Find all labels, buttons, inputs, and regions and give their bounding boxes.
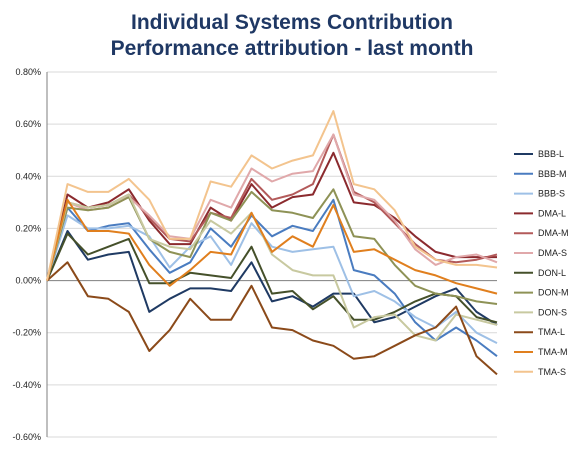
series-line-bbb-l <box>46 230 498 326</box>
legend-label: BBB-S <box>538 189 565 199</box>
y-tick-label: 0.80% <box>15 67 41 77</box>
y-tick-label: 0.00% <box>15 276 41 286</box>
legend-label: TMA-S <box>538 367 566 377</box>
series-line-bbb-m <box>46 198 498 357</box>
chart-subtitle: Performance attribution - last month <box>110 37 474 60</box>
legend-label: BBB-L <box>538 149 564 159</box>
y-tick-label: 0.40% <box>15 171 41 181</box>
series-line-tma-s <box>46 110 498 281</box>
series-line-don-m <box>46 188 498 305</box>
series-line-bbb-s <box>46 214 498 344</box>
y-tick-label: 0.20% <box>15 223 41 233</box>
y-tick-label: 0.60% <box>15 119 41 129</box>
y-tick-label: -0.20% <box>12 328 41 338</box>
legend-label: DMA-M <box>538 228 569 238</box>
series-line-don-l <box>46 232 498 324</box>
chart-title: Individual Systems Contribution <box>130 11 454 34</box>
legend-label: DON-M <box>538 288 569 298</box>
series-line-dma-l <box>46 151 497 281</box>
series-line-tma-m <box>46 198 498 295</box>
legend-label: DMA-S <box>538 248 567 258</box>
legend-label: DMA-L <box>538 208 566 218</box>
legend-label: DON-L <box>538 268 566 278</box>
legend-label: TMA-M <box>538 347 568 357</box>
legend-label: DON-S <box>538 307 567 317</box>
y-tick-label: -0.60% <box>12 432 41 442</box>
series-line-tma-l <box>46 261 498 376</box>
legend-label: BBB-M <box>538 169 567 179</box>
legend-label: TMA-L <box>538 327 565 337</box>
series-line-don-s <box>46 193 498 342</box>
y-tick-label: -0.40% <box>12 380 41 390</box>
